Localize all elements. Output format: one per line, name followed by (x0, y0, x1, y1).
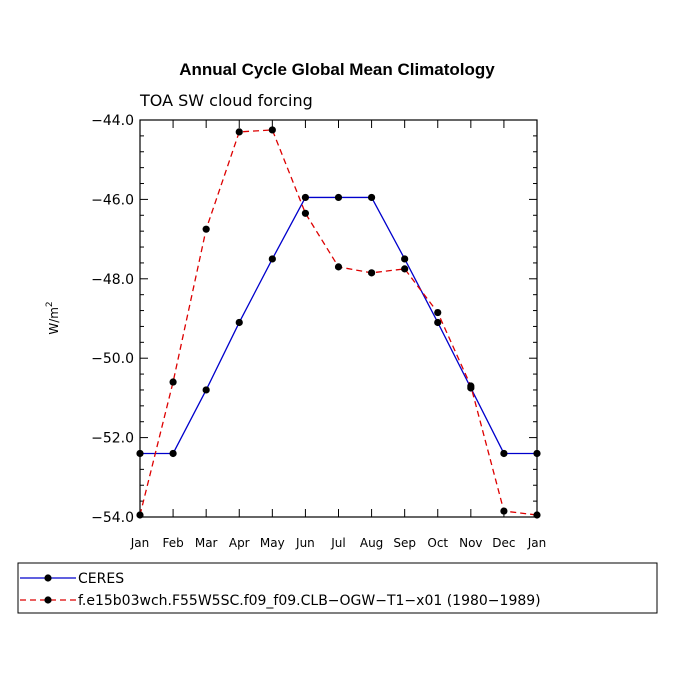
legend-box (17, 562, 658, 614)
y-tick-label: −44.0 (91, 113, 134, 129)
series-0-point (136, 449, 144, 458)
y-axis-label-superscript: 2 (45, 301, 55, 307)
svg-text:W/m2: W/m2 (45, 301, 61, 334)
series-1-point (235, 128, 243, 136)
y-tick-label: −48.0 (91, 272, 134, 288)
series-1-point (334, 263, 343, 271)
legend-label-0: CERES (78, 571, 124, 587)
series-1-point (401, 265, 409, 273)
series-0-point (434, 318, 442, 327)
y-axis-label-text: W/m (47, 307, 61, 335)
legend-marker-1 (44, 596, 52, 604)
legend-marker-0 (44, 574, 52, 582)
x-tick-label: Sep (393, 536, 416, 550)
x-tick-label: Aug (360, 536, 383, 550)
legend: CERES f.e15b03wch.F55W5SC.f09_f09.CLB−OGW… (17, 562, 658, 614)
series-0-point (401, 255, 409, 263)
x-tick-label: Mar (195, 536, 218, 550)
series-1-point (434, 308, 442, 317)
y-axis-label: W/m2 (45, 301, 61, 334)
x-tick-label: Apr (229, 536, 250, 550)
series-1-point (467, 382, 475, 390)
series-1-point (169, 378, 177, 386)
series-1-point (533, 511, 541, 519)
series-1-point (367, 269, 376, 277)
x-tick-label: Jun (295, 536, 315, 550)
y-tick-label: −54.0 (91, 510, 134, 526)
x-tick-label: Jan (130, 536, 150, 550)
series-line-1 (139, 129, 538, 516)
series-0-point (202, 386, 210, 394)
x-tick-label: Nov (459, 536, 482, 550)
series-0-point (334, 193, 343, 202)
series-0-point (500, 449, 508, 458)
x-tick-label: Feb (162, 536, 183, 550)
series-layer (136, 126, 541, 519)
y-tick-label: −50.0 (91, 351, 134, 367)
x-tick-label: Oct (427, 536, 448, 550)
y-tick-label: −52.0 (91, 431, 134, 447)
axes: −44.0 −46.0 −48.0 −50.0 −52.0 −54.0 Jan Feb Mar A… (91, 113, 546, 550)
series-1-point (268, 126, 276, 134)
x-tick-label: May (260, 536, 285, 550)
series-0-point (301, 193, 310, 202)
x-tick-label: Jul (330, 536, 345, 550)
series-0-point (268, 255, 276, 263)
series-line-0 (140, 196, 537, 455)
legend-label-1: f.e15b03wch.F55W5SC.f09_f09.CLB−OGW−T1−x… (78, 593, 541, 609)
series-0-point (235, 318, 243, 327)
series-0-point (169, 449, 177, 458)
series-0-point (367, 193, 376, 202)
x-tick-label: Dec (492, 536, 515, 550)
series-1-point (500, 507, 508, 515)
chart-subtitle: TOA SW cloud forcing (139, 91, 313, 110)
series-1-point (202, 225, 210, 233)
series-0-point (533, 449, 541, 458)
series-1-point (136, 511, 144, 519)
y-tick-label: −46.0 (91, 192, 134, 208)
series-1-point (301, 209, 310, 217)
chart-title: Annual Cycle Global Mean Climatology (179, 60, 495, 79)
plot-frame (139, 119, 538, 518)
x-tick-label: Jan (527, 536, 547, 550)
